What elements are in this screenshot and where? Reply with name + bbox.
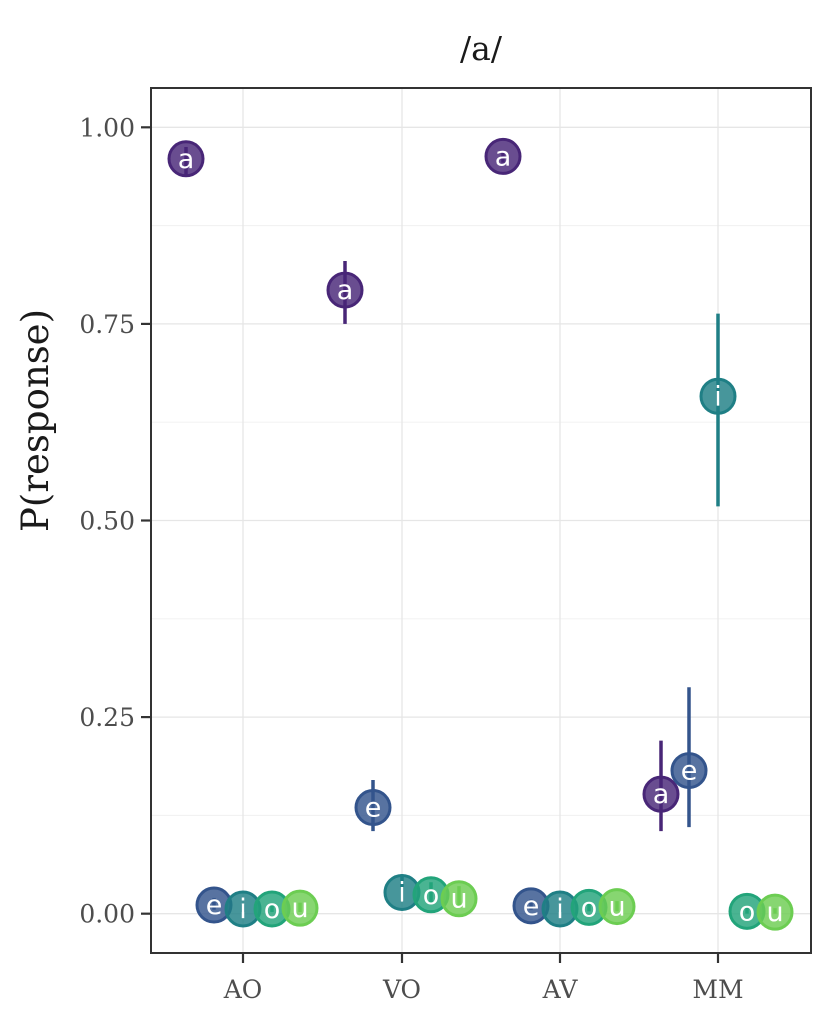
data-point-a-mm: a [642,740,680,832]
data-point-u-mm: u [756,893,794,931]
point-label: u [766,897,783,928]
point-label: e [365,793,382,824]
data-point-e-vo: e [354,780,392,832]
x-tick-label: AV [542,975,579,1004]
data-point-a-av: a [484,137,522,175]
point-marker [598,888,636,926]
point-label: a [337,275,354,306]
data-point-i-mm: i [699,313,737,507]
point-marker [440,880,478,918]
point-label: i [714,381,722,412]
y-tick-label: 1.00 [79,113,135,142]
point-label: u [608,892,625,923]
data-point-u-vo: u [440,880,478,918]
point-marker [699,377,737,415]
x-tick-label: MM [692,975,743,1004]
point-label: o [423,880,440,911]
axis-layer: 0.00 0.25 0.50 0.75 1.00 AO VO AV MM [79,113,743,1004]
point-label: o [581,892,598,923]
point-label: e [681,756,698,787]
point-label: i [398,877,406,908]
data-point-o-vo: o [412,876,450,914]
point-label: u [450,884,467,915]
x-tick-label: VO [382,975,421,1004]
point-marker [281,889,319,927]
data-point-u-ao: u [281,889,319,927]
data-point-e-av: e [512,887,550,925]
point-marker [642,775,680,813]
data-point-u-av: u [598,888,636,926]
point-marker [756,893,794,931]
x-tick-label: AO [223,975,263,1004]
point-label: e [523,891,540,922]
data-point-o-av: o [570,888,608,926]
point-label: i [239,894,247,925]
point-label: u [291,893,308,924]
point-marker [484,137,522,175]
y-tick-label: 0.50 [79,507,135,536]
data-point-i-vo: i [383,873,421,911]
point-label: o [739,896,756,927]
point-label: a [495,141,512,172]
point-label: o [264,894,281,925]
data-point-a-vo: a [326,261,364,324]
y-tick-label: 0.00 [79,900,135,929]
chart-title: /a/ [460,29,503,68]
point-marker [354,789,392,827]
data-point-o-ao: o [253,890,291,928]
point-label: i [556,894,564,925]
y-tick-label: 0.75 [79,310,135,339]
point-marker [326,271,364,309]
point-label: a [178,144,195,175]
point-label: e [206,890,223,921]
data-point-i-ao: i [224,890,262,928]
point-label: a [653,779,670,810]
point-marker [670,752,708,790]
y-axis-label: P(response) [14,309,57,532]
data-point-o-mm: o [728,892,766,930]
data-point-e-mm: e [670,687,708,828]
y-tick-label: 0.25 [79,703,135,732]
grid-layer [151,88,811,953]
data-point-a-ao: a [167,140,205,178]
point-marker [167,140,205,178]
